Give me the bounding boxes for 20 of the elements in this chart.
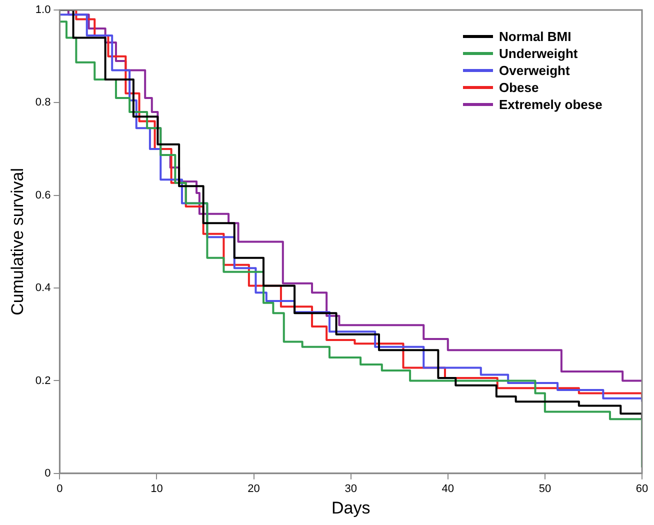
legend-label: Underweight — [499, 45, 578, 62]
legend-label: Normal BMI — [499, 28, 572, 45]
y-tick-label: 0.6 — [35, 189, 51, 202]
y-tick-label: 0.8 — [35, 96, 51, 109]
legend-label: Obese — [499, 79, 539, 96]
x-axis-title: Days — [331, 498, 370, 518]
y-tick-label: 1.0 — [35, 4, 51, 16]
legend-label: Overweight — [499, 62, 570, 79]
x-tick-label: 0 — [56, 483, 63, 496]
y-tick-label: 0 — [44, 467, 51, 480]
legend-label: Extremely obese — [499, 96, 602, 113]
x-tick-label: 60 — [636, 483, 648, 496]
y-axis-title: Cumulative survival — [8, 168, 27, 316]
y-tick-label: 0.2 — [35, 374, 51, 387]
x-tick-label: 10 — [150, 483, 163, 496]
x-tick-label: 50 — [538, 483, 552, 496]
x-tick-label: 20 — [248, 483, 260, 496]
x-tick-label: 40 — [442, 483, 454, 496]
y-tick-label: 0.4 — [35, 282, 51, 294]
x-tick-label: 30 — [344, 483, 357, 496]
